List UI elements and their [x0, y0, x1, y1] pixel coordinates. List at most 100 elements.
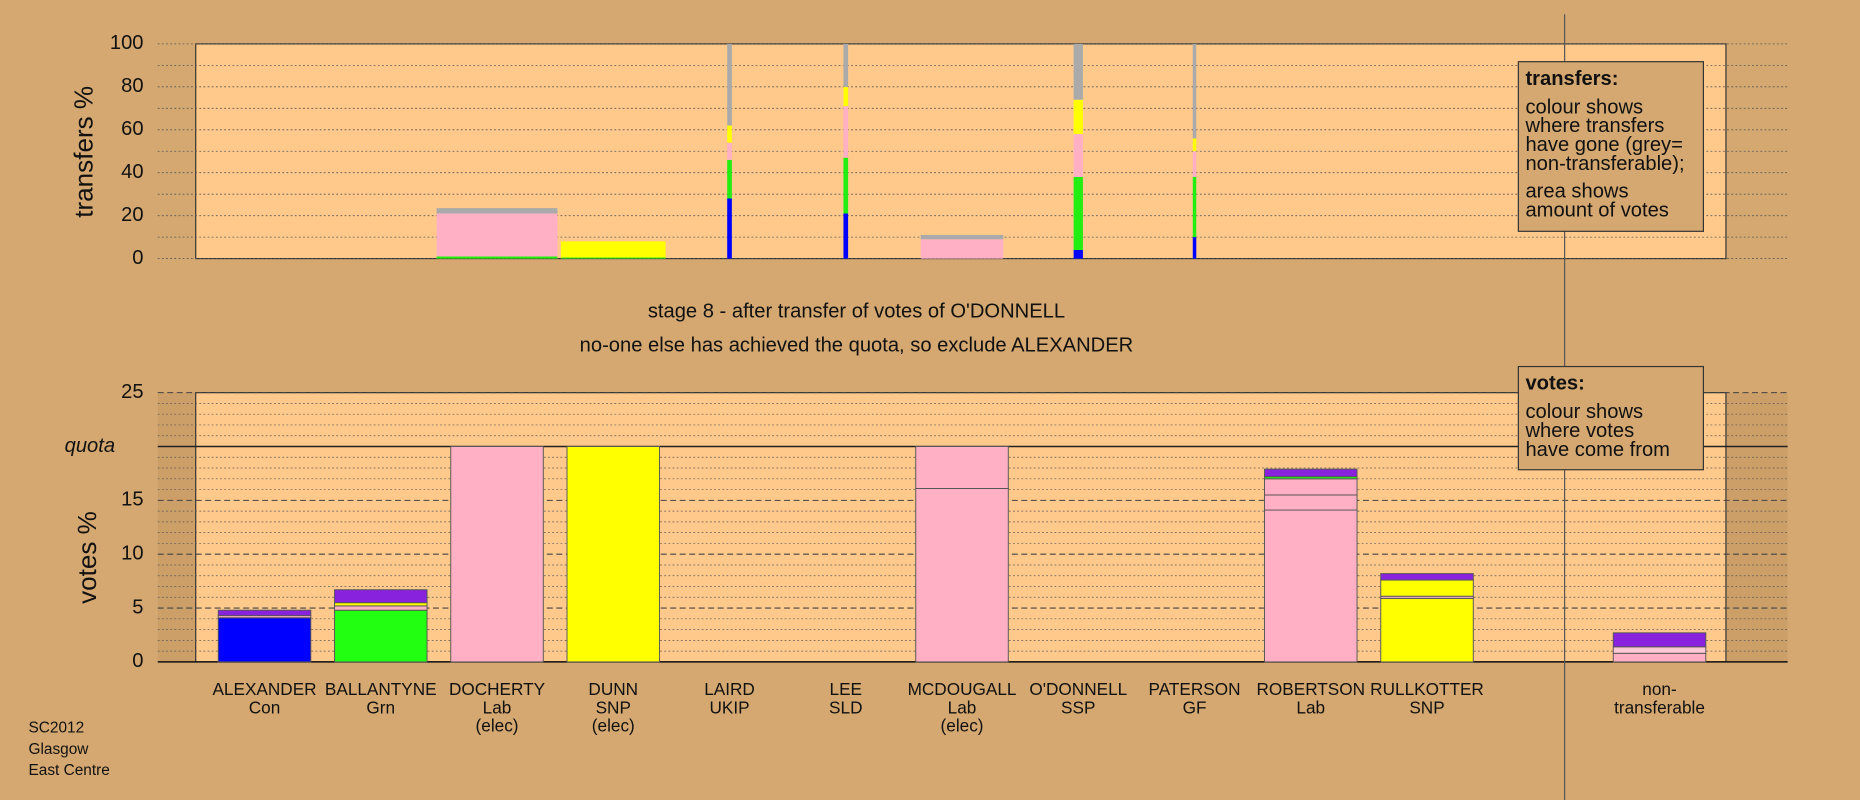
x-tick-label: (elec) [476, 716, 519, 736]
vote-segment [915, 446, 1009, 489]
x-tick-label: Lab [948, 697, 977, 717]
transfer-segment [843, 86, 849, 107]
y-tick-label: 100 [110, 32, 144, 54]
legend-text: colour shows [1525, 96, 1643, 118]
x-tick-label: LAIRD [704, 679, 755, 699]
x-tick-label: Lab [483, 697, 512, 717]
transfer-segment [727, 43, 732, 126]
vote-segment [450, 446, 544, 663]
y-tick-label: 10 [121, 543, 143, 565]
vote-segment [1612, 652, 1707, 663]
transfer-segment [727, 198, 732, 259]
vote-segment [1264, 478, 1358, 496]
transfer-segment [1073, 177, 1083, 251]
x-tick-label: BALLANTYNE [325, 679, 437, 699]
transfer-segment [843, 106, 849, 158]
vote-segment [566, 446, 661, 663]
x-tick-label: ROBERTSON [1256, 679, 1365, 699]
legend-text: colour shows [1525, 401, 1643, 423]
legend-title: votes: [1525, 373, 1584, 395]
x-tick-label: SNP [596, 697, 631, 717]
transfer-segment [727, 125, 732, 143]
footnote: Glasgow [28, 741, 89, 758]
transfer-segment [436, 213, 558, 257]
x-tick-label: Con [249, 697, 281, 717]
x-tick-label: transferable [1614, 697, 1705, 717]
legend-box [1517, 61, 1705, 232]
vote-segment [1264, 494, 1358, 511]
x-tick-label: non- [1642, 679, 1676, 699]
x-tick-label: (elec) [592, 716, 635, 736]
transfer-segment [436, 208, 558, 214]
subtitle: no-one else has achieved the quota, so e… [580, 335, 1134, 357]
vote-segment [1380, 573, 1474, 581]
y-tick-label: 25 [121, 381, 143, 403]
x-tick-label: SLD [829, 697, 862, 717]
vote-segment [1264, 468, 1358, 478]
title: stage 8 - after transfer of votes of O'D… [648, 300, 1065, 322]
y-tick-label: 80 [121, 75, 143, 97]
transfer-segment [1192, 43, 1197, 139]
y-tick-label: 15 [121, 489, 143, 511]
x-tick-label: UKIP [709, 697, 749, 717]
vote-segment [1264, 509, 1358, 663]
footnote: SC2012 [28, 719, 84, 736]
transfer-segment [1073, 250, 1083, 259]
vote-segment [915, 488, 1009, 663]
transfer-segment [1073, 134, 1083, 178]
legend-box [1517, 365, 1705, 471]
legend-text: non-transferable); [1525, 153, 1684, 175]
y-tick-label: 0 [132, 650, 143, 672]
x-tick-label: ALEXANDER [212, 679, 316, 699]
transfer-segment [436, 256, 558, 259]
vote-segment [1612, 632, 1707, 648]
x-tick-label: LEE [830, 679, 863, 699]
transfer-segment [843, 213, 849, 259]
y-tick-label: quota [65, 435, 115, 457]
vote-segment [217, 609, 312, 617]
legend-title: transfers: [1525, 68, 1618, 90]
y-axis-title: votes % [72, 511, 102, 604]
legend-text: have gone (grey= [1525, 134, 1682, 156]
vote-segment [1380, 579, 1474, 597]
transfer-segment [920, 234, 1004, 240]
y-tick-label: 20 [121, 204, 143, 226]
legend-text: amount of votes [1525, 199, 1668, 221]
x-tick-label: PATERSON [1149, 679, 1241, 699]
x-tick-label: RULLKOTTER [1370, 679, 1484, 699]
transfer-segment [1073, 99, 1083, 135]
legend-text: area shows [1525, 180, 1628, 202]
vote-segment [334, 589, 428, 604]
y-tick-label: 60 [121, 118, 143, 140]
y-tick-label: 0 [132, 247, 143, 269]
transfer-segment [727, 142, 732, 160]
transfer-segment [843, 157, 849, 214]
x-tick-label: DUNN [588, 679, 638, 699]
footnote: East Centre [28, 762, 109, 779]
vote-segment [334, 605, 428, 611]
y-axis-title: transfers % [68, 86, 98, 218]
legend-text: have come from [1525, 439, 1670, 461]
vote-segment [217, 617, 312, 663]
x-tick-label: SNP [1409, 697, 1444, 717]
vote-segment [334, 609, 428, 663]
transfer-segment [1073, 43, 1083, 100]
vote-segment [1612, 646, 1707, 654]
transfer-segment [560, 241, 666, 258]
transfer-segment [560, 257, 666, 259]
y-tick-label: 40 [121, 161, 143, 183]
transfer-segment [1192, 138, 1197, 152]
transfer-segment [1192, 237, 1197, 259]
legend-text: where transfers [1524, 115, 1664, 137]
x-tick-label: MCDOUGALL [908, 679, 1017, 699]
transfer-segment [920, 239, 1004, 259]
bars [217, 43, 1707, 663]
x-tick-label: (elec) [941, 716, 984, 736]
x-tick-label: Lab [1296, 697, 1325, 717]
vote-segment [334, 602, 428, 607]
legend-text: where votes [1524, 420, 1634, 442]
transfer-segment [1192, 151, 1197, 178]
x-tick-label: Grn [366, 697, 395, 717]
x-tick-label: GF [1183, 697, 1207, 717]
